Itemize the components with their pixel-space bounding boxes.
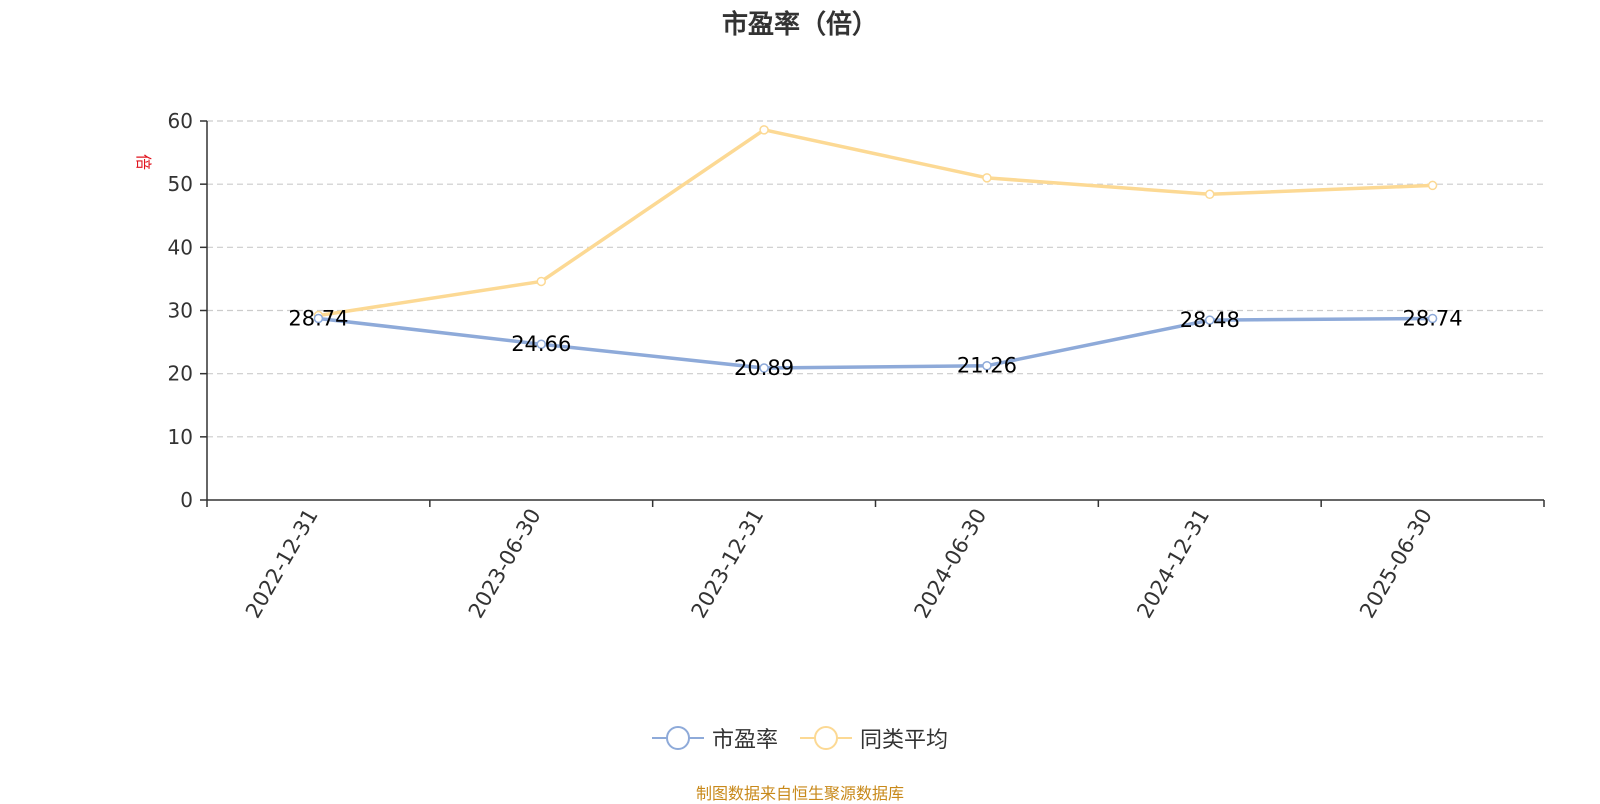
x-tick-label: 2024-12-31 [1132, 505, 1214, 623]
series-line [318, 316, 1433, 370]
data-label: 20.89 [734, 356, 794, 380]
data-point [1205, 315, 1215, 325]
y-tick-label: 0 [180, 488, 193, 512]
data-point [982, 360, 992, 371]
data-point [759, 363, 769, 373]
y-tick-label: 10 [168, 425, 193, 449]
data-point [982, 173, 992, 183]
legend-item[interactable]: 同类平均 [800, 722, 948, 754]
data-point [1205, 189, 1215, 200]
x-tick-label: 2024-06-30 [909, 505, 991, 623]
chart-title: 市盈率（倍） [721, 10, 878, 40]
legend-marker-icon [800, 724, 852, 752]
series-line [318, 128, 1433, 318]
legend-marker-icon [651, 724, 704, 752]
y-tick-label: 50 [168, 172, 193, 196]
data-point [1427, 313, 1438, 324]
legend: 市盈率 同类平均 [0, 722, 1600, 754]
data-point [536, 276, 546, 287]
data-label: 28.48 [1180, 308, 1240, 332]
data-point [759, 125, 769, 135]
data-point [1427, 180, 1438, 191]
legend-item[interactable]: 市盈率 [651, 722, 778, 754]
series-lines [313, 125, 1438, 373]
data-label: 24.66 [511, 332, 571, 356]
data-point [313, 313, 324, 324]
legend-label: 市盈率 [711, 728, 778, 753]
data-source-note: 制图数据来自恒生聚源数据库 [695, 784, 904, 803]
x-tick-label: 2022-12-31 [241, 505, 323, 623]
x-tick-label: 2025-06-30 [1355, 505, 1437, 623]
x-tick-label: 2023-06-30 [464, 505, 546, 623]
y-tick-label: 30 [168, 299, 193, 323]
data-label: 28.74 [1403, 306, 1463, 330]
data-label: 21.26 [957, 354, 1017, 378]
data-label: 28.74 [288, 306, 348, 330]
x-tick-label: 2023-12-31 [687, 505, 769, 623]
data-point [536, 339, 546, 349]
data-labels: 28.74 24.66 20.89 21.26 28.48 28.74 [288, 306, 1462, 380]
y-axis-label: 倍 [134, 154, 153, 170]
y-tick-label: 20 [168, 362, 193, 386]
grid-lines [207, 120, 1544, 438]
legend-label: 同类平均 [860, 728, 949, 753]
y-tick-label: 40 [168, 235, 193, 259]
y-tick-label: 60 [168, 109, 193, 133]
